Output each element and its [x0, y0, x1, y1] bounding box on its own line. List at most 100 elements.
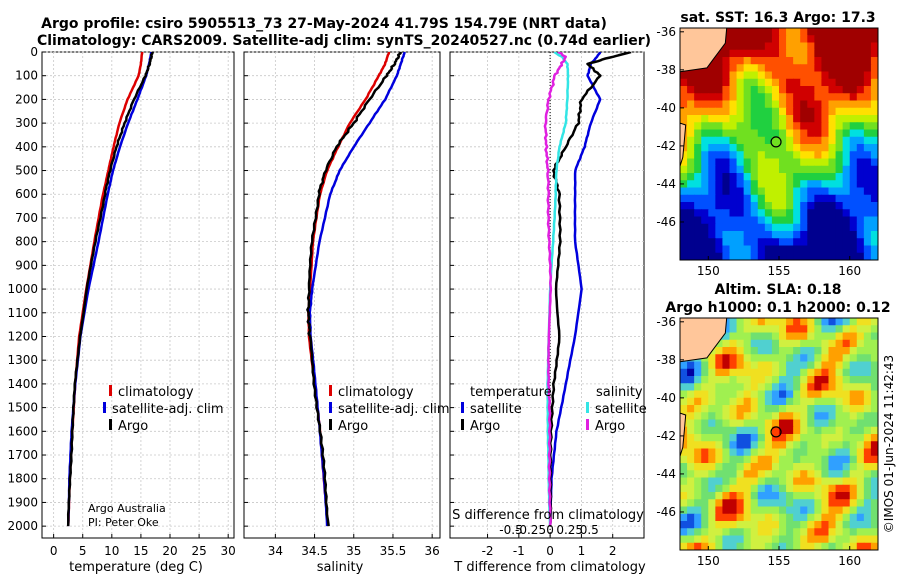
sst-cell	[786, 57, 794, 65]
sla-cell	[807, 368, 815, 377]
sst-cell	[786, 216, 794, 225]
sla-cell	[722, 419, 731, 428]
sst-cell	[821, 28, 830, 36]
sla-cell	[856, 383, 865, 392]
sla-cell	[764, 426, 773, 435]
sst-cell	[828, 144, 837, 152]
sst-cell	[828, 129, 837, 138]
sla-cell	[779, 332, 787, 341]
sst-cell	[736, 42, 745, 51]
sst-cell	[722, 115, 731, 123]
sla-cell	[680, 521, 688, 529]
sla-cell	[750, 513, 759, 522]
sst-cell	[856, 78, 865, 87]
sst-cell	[870, 57, 878, 65]
sla-cell	[800, 542, 808, 550]
sla-cell	[750, 528, 759, 537]
sst-cell	[786, 78, 794, 87]
sst-cell	[870, 194, 878, 203]
sst-cell	[694, 245, 702, 254]
sst-cell	[870, 187, 878, 196]
sla-cell	[729, 368, 738, 377]
sst-cell	[786, 64, 794, 73]
sst-cell	[870, 71, 878, 80]
sst-cell	[764, 122, 773, 131]
sla-cell	[764, 376, 773, 384]
sst-cell	[743, 42, 752, 51]
sla-cell	[736, 499, 745, 508]
sla-cell	[814, 405, 823, 413]
sst-cell	[870, 107, 878, 116]
sla-cell	[771, 368, 780, 377]
sst-cell	[863, 187, 872, 196]
sla-cell	[849, 347, 858, 355]
sst-cell	[786, 180, 794, 189]
sla-cell	[800, 448, 808, 457]
sla-cell	[764, 455, 773, 464]
sst-cell	[701, 209, 709, 218]
sla-cell	[863, 463, 872, 471]
sla-cell	[842, 419, 851, 428]
sla-cell	[835, 492, 844, 500]
sst-lon-tick-label: 160	[838, 264, 861, 278]
sla-cell	[715, 542, 724, 550]
sst-cell	[800, 209, 808, 218]
sst-cell	[835, 35, 844, 44]
series-line-argo	[306, 52, 403, 527]
sst-cell	[807, 93, 815, 102]
sla-cell	[764, 325, 773, 334]
sla-cell	[807, 426, 815, 435]
sla-cell	[750, 535, 759, 544]
sla-cell	[800, 506, 808, 515]
sst-cell	[757, 136, 766, 145]
sst-cell	[729, 93, 738, 102]
sst-cell	[786, 173, 794, 181]
sla-cell	[715, 339, 724, 348]
sst-cell	[779, 42, 787, 51]
sla-cell	[715, 499, 724, 508]
sla-lon-tick-label: 155	[768, 554, 791, 568]
sst-cell	[793, 136, 801, 145]
sst-cell	[786, 93, 794, 102]
sst-cell	[779, 129, 787, 138]
series-line-s-satellite	[546, 52, 570, 527]
sla-cell	[821, 397, 830, 406]
sla-cell	[708, 412, 716, 421]
sla-cell	[856, 542, 865, 550]
salinity-xlabel: salinity	[317, 560, 364, 575]
sst-cell	[764, 93, 773, 102]
sla-cell	[793, 492, 801, 500]
sla-cell	[729, 419, 738, 428]
sst-cell	[807, 64, 815, 73]
sst-cell	[736, 202, 745, 210]
sst-cell	[736, 78, 745, 87]
sla-cell	[729, 347, 738, 355]
sst-cell	[807, 100, 815, 109]
sla-cell	[722, 484, 731, 493]
sla-cell	[722, 535, 731, 544]
sla-cell	[715, 347, 724, 355]
sst-cell	[736, 158, 745, 167]
sst-cell	[786, 231, 794, 239]
sst-cell	[750, 42, 759, 51]
sla-cell	[863, 470, 872, 479]
sla-cell	[736, 463, 745, 471]
sla-cell	[750, 499, 759, 508]
sst-cell	[814, 165, 823, 174]
sst-cell	[694, 136, 702, 145]
sst-cell	[842, 187, 851, 196]
sla-cell	[701, 390, 709, 399]
sst-cell	[764, 173, 773, 181]
sst-cell	[793, 64, 801, 73]
sst-cell	[786, 49, 794, 58]
sla-cell	[743, 441, 752, 450]
sla-cell	[849, 470, 858, 479]
sst-cell	[708, 216, 716, 225]
sst-cell	[821, 107, 830, 116]
sla-cell	[786, 368, 794, 377]
salinity-curves	[306, 52, 406, 527]
sla-cell	[771, 419, 780, 428]
sla-cell	[800, 477, 808, 486]
sst-cell	[821, 180, 830, 189]
sst-cell	[687, 202, 695, 210]
